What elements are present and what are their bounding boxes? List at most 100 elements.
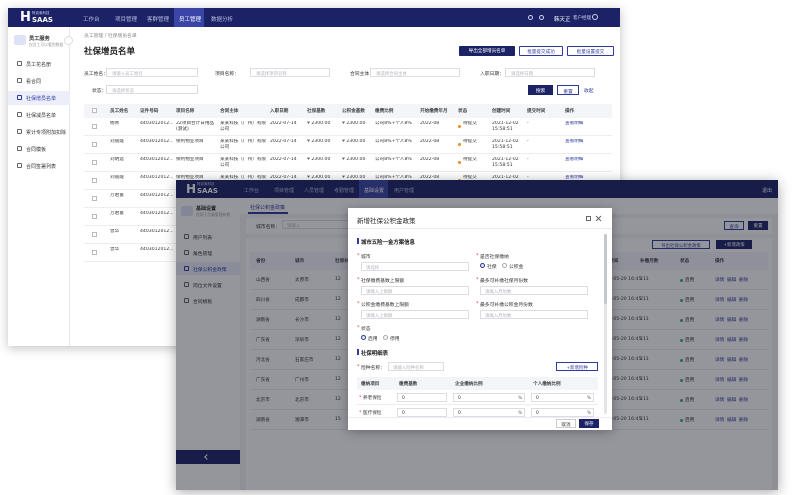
row-action[interactable]: 删除 [739,378,749,383]
row-action[interactable]: 详情 [715,418,725,423]
ratio-input[interactable]: 0 [397,408,447,417]
header-button[interactable]: 批量设置提交 [567,46,614,56]
header-button[interactable]: 批量提交成功 [519,46,563,56]
list-button[interactable]: +新增政策 [716,240,752,249]
save-button[interactable]: 保存 [579,419,599,428]
menu-item[interactable]: 社保公积金政策 [193,268,227,273]
row-action[interactable]: 删除 [739,298,749,303]
nav-item[interactable]: 员工管理 [179,17,202,23]
row-action[interactable]: 详情 [715,278,725,283]
ratio-input[interactable]: 0% [531,408,594,417]
sidebar-collapse-bar[interactable] [176,450,240,464]
row-action[interactable]: 查看明细 [565,139,584,144]
row-action[interactable]: 查看明细 [565,175,584,180]
nav-item[interactable]: 数据分析 [211,17,234,23]
menu-item[interactable]: 合同模板 [193,300,213,305]
row-action[interactable]: 删除 [739,418,749,423]
row-action[interactable]: 编辑 [727,318,737,323]
list-button[interactable]: 导出社保公积金政策 [652,240,710,249]
nav-item[interactable]: 用户管理 [394,187,415,194]
checkbox[interactable] [92,142,97,147]
radio[interactable] [480,263,485,268]
logout[interactable]: 退出 [762,187,773,194]
collapse-link[interactable]: 收起 [584,89,594,94]
row-action[interactable]: 编辑 [727,378,737,383]
nav-item[interactable]: 工作台 [83,17,100,23]
nav-item[interactable]: 基础设置 [364,187,385,194]
filter-input[interactable]: 请输入员工姓名 [106,68,198,77]
row-action[interactable]: 编辑 [727,278,737,283]
field-input[interactable]: 请输入月份数 [480,310,588,319]
row-action[interactable]: 查看明细 [565,121,584,126]
row-action[interactable]: 编辑 [727,398,737,403]
row-action[interactable]: 删除 [739,278,749,283]
radio[interactable] [383,335,388,340]
ratio-input[interactable]: 0% [453,408,525,417]
add-insurance-button[interactable]: +新增险种 [556,362,598,371]
nav-item[interactable]: 考勤管理 [334,187,355,194]
row-action[interactable]: 详情 [715,338,725,343]
menu-item[interactable]: 合同签署列表 [26,164,57,170]
checkbox[interactable] [92,196,97,201]
row-action[interactable]: 删除 [739,358,749,363]
row-action[interactable]: 查看明细 [565,157,584,162]
nav-item[interactable]: 项目管理 [115,17,138,23]
nav-item[interactable]: 人员管理 [304,187,325,194]
menu-item[interactable]: 岗位文件设置 [193,284,222,289]
nav-item[interactable]: 工作台 [244,187,260,194]
checkbox[interactable] [92,232,97,237]
row-action[interactable]: 删除 [739,398,749,403]
nav-item[interactable]: 客群管理 [147,17,170,23]
field-input[interactable]: 请输入上限额 [361,286,469,295]
menu-item[interactable]: 社保增员名单 [26,96,57,102]
checkbox[interactable] [92,250,97,255]
ratio-input[interactable]: 0% [453,393,525,402]
radio[interactable] [361,335,366,340]
row-action[interactable]: 编辑 [727,298,737,303]
ratio-input[interactable]: 0% [531,393,594,402]
reset-button[interactable]: 重置 [557,85,579,95]
menu-item[interactable]: 合同模板 [26,147,47,153]
row-action[interactable]: 详情 [715,398,725,403]
insurance-input[interactable]: 请输入险种名称 [388,362,444,371]
menu-item[interactable]: 社保减员名单 [26,113,57,119]
checkbox[interactable] [92,214,97,219]
header-button[interactable]: 导出全部增员名单 [459,46,515,56]
cancel-button[interactable]: 取消 [556,419,576,428]
row-action[interactable]: 编辑 [727,358,737,363]
menu-item[interactable]: 角色管理 [193,252,213,257]
menu-item[interactable]: 员工花名册 [26,62,52,68]
checkbox[interactable] [92,160,97,165]
row-action[interactable]: 删除 [739,318,749,323]
reset-button[interactable]: 重置 [748,221,768,230]
field-input[interactable]: 请输入月份数 [480,286,588,295]
query-button[interactable]: 查询 [724,221,744,230]
row-action[interactable]: 详情 [715,358,725,363]
menu-item[interactable]: 累计专项附加扣除 [26,130,67,136]
ratio-input[interactable]: 0 [397,393,447,402]
row-action[interactable]: 删除 [739,338,749,343]
tab[interactable]: 社保公积金政策 [250,205,286,211]
filter-input[interactable]: 请选择日期 [505,68,595,77]
row-action[interactable]: 详情 [715,318,725,323]
expand-icon[interactable] [586,216,591,221]
checkbox[interactable] [92,124,97,129]
row-action[interactable]: 详情 [715,298,725,303]
checkbox[interactable] [92,108,97,113]
search-button[interactable]: 搜索 [528,85,553,95]
row-action[interactable]: 详情 [715,378,725,383]
sidebar-collapse[interactable] [64,36,73,45]
nav-icon[interactable] [539,15,544,20]
filter-input[interactable]: 请选择状态 [106,85,198,94]
radio[interactable] [502,263,507,268]
filter-input[interactable]: 请选择项目名称 [250,68,330,77]
menu-item[interactable]: 用户列表 [193,236,213,241]
nav-gear[interactable] [592,14,598,20]
row-action[interactable]: 编辑 [727,418,737,423]
field-input[interactable]: 请选择 [361,262,469,271]
row-action[interactable]: 编辑 [727,338,737,343]
checkbox[interactable] [92,178,97,183]
field-input[interactable]: 请输入上限额 [361,310,469,319]
nav-icon[interactable] [528,15,533,20]
filter-input[interactable]: 请选择合同主体 [370,68,460,77]
